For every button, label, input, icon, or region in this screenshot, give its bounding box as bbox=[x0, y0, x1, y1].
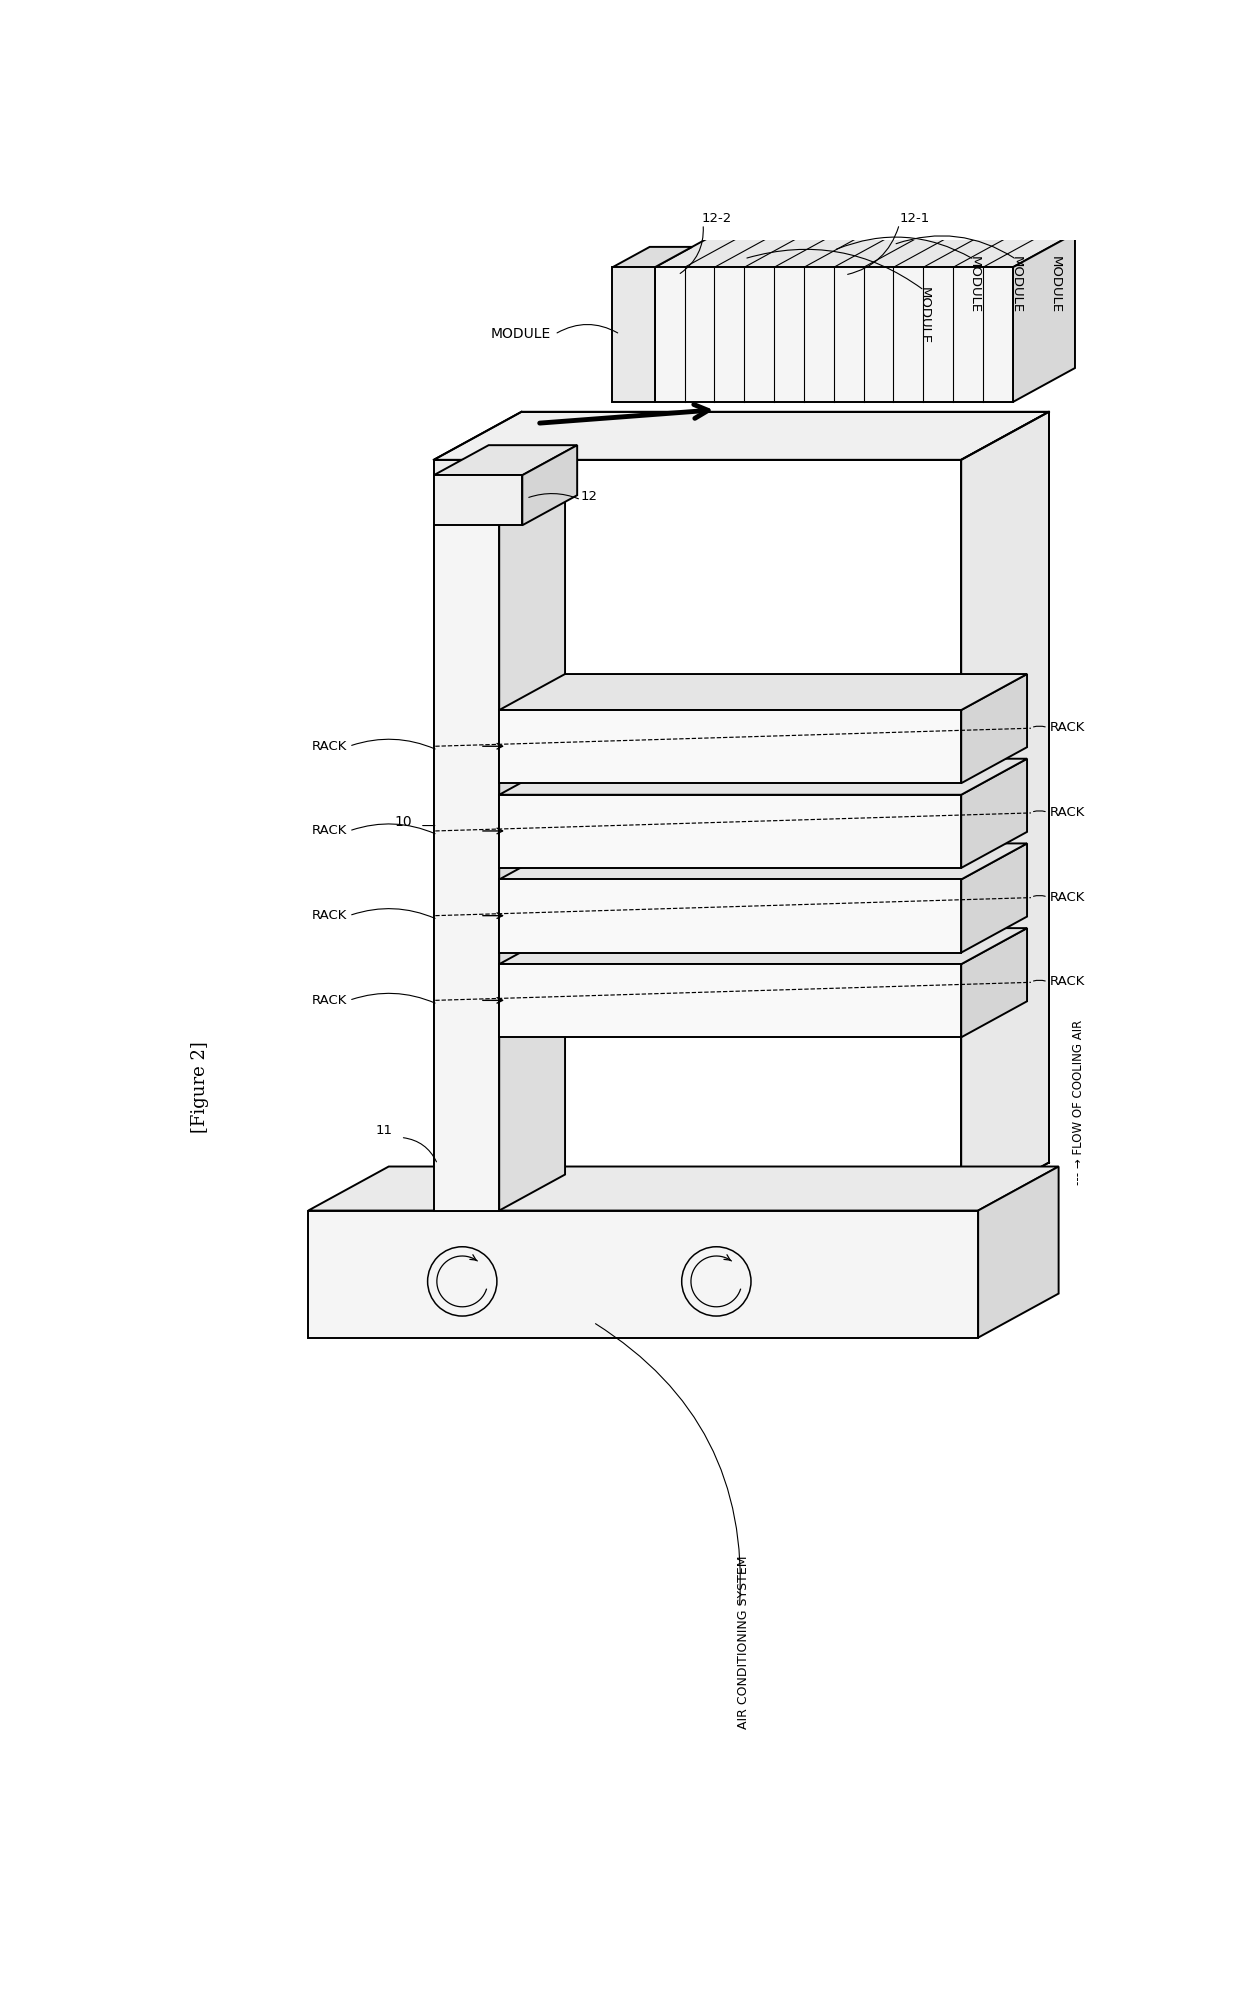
Text: RACK: RACK bbox=[311, 909, 347, 921]
Polygon shape bbox=[500, 879, 961, 953]
Text: MODULE: MODULE bbox=[1049, 256, 1061, 312]
Text: RACK: RACK bbox=[311, 993, 347, 1008]
Polygon shape bbox=[500, 485, 565, 1210]
Text: --- → FLOW OF COOLING AIR: --- → FLOW OF COOLING AIR bbox=[1071, 1020, 1085, 1186]
Text: RACK: RACK bbox=[311, 739, 347, 753]
Polygon shape bbox=[613, 266, 655, 403]
Polygon shape bbox=[961, 413, 1049, 1210]
Polygon shape bbox=[434, 413, 1049, 461]
Text: 10: 10 bbox=[394, 815, 412, 829]
Text: 12-2: 12-2 bbox=[702, 212, 732, 224]
Text: [Figure 2]: [Figure 2] bbox=[191, 1042, 210, 1134]
Polygon shape bbox=[655, 232, 1075, 266]
Polygon shape bbox=[500, 927, 1027, 963]
Polygon shape bbox=[978, 1166, 1059, 1338]
Polygon shape bbox=[434, 521, 500, 1210]
Text: RACK: RACK bbox=[1050, 721, 1085, 735]
Polygon shape bbox=[961, 843, 1027, 953]
Polygon shape bbox=[500, 795, 961, 867]
Polygon shape bbox=[500, 759, 1027, 795]
Text: MODULE: MODULE bbox=[918, 286, 931, 345]
Polygon shape bbox=[500, 709, 961, 783]
Polygon shape bbox=[522, 445, 577, 525]
Polygon shape bbox=[613, 246, 692, 266]
Polygon shape bbox=[434, 413, 522, 1210]
Text: 12: 12 bbox=[582, 491, 598, 503]
Text: AIR CONDITIONING SYSTEM: AIR CONDITIONING SYSTEM bbox=[737, 1554, 750, 1729]
Polygon shape bbox=[309, 1166, 1059, 1210]
Text: RACK: RACK bbox=[1050, 975, 1085, 987]
Polygon shape bbox=[309, 1210, 978, 1338]
Polygon shape bbox=[500, 843, 1027, 879]
Text: RACK: RACK bbox=[311, 825, 347, 837]
Text: MODULE: MODULE bbox=[1011, 256, 1023, 312]
Text: 12-1: 12-1 bbox=[899, 212, 930, 224]
Polygon shape bbox=[655, 266, 1013, 403]
Polygon shape bbox=[961, 759, 1027, 867]
Text: RACK: RACK bbox=[1050, 805, 1085, 819]
Text: RACK: RACK bbox=[1050, 891, 1085, 903]
Polygon shape bbox=[961, 927, 1027, 1038]
Polygon shape bbox=[961, 675, 1027, 783]
Polygon shape bbox=[434, 475, 522, 525]
Text: 11: 11 bbox=[376, 1124, 393, 1136]
Polygon shape bbox=[500, 963, 961, 1038]
Polygon shape bbox=[434, 485, 565, 521]
Text: MODULE: MODULE bbox=[491, 326, 551, 341]
Text: MODULE: MODULE bbox=[967, 256, 981, 312]
Polygon shape bbox=[434, 445, 577, 475]
Polygon shape bbox=[1013, 232, 1075, 403]
Polygon shape bbox=[500, 675, 1027, 709]
